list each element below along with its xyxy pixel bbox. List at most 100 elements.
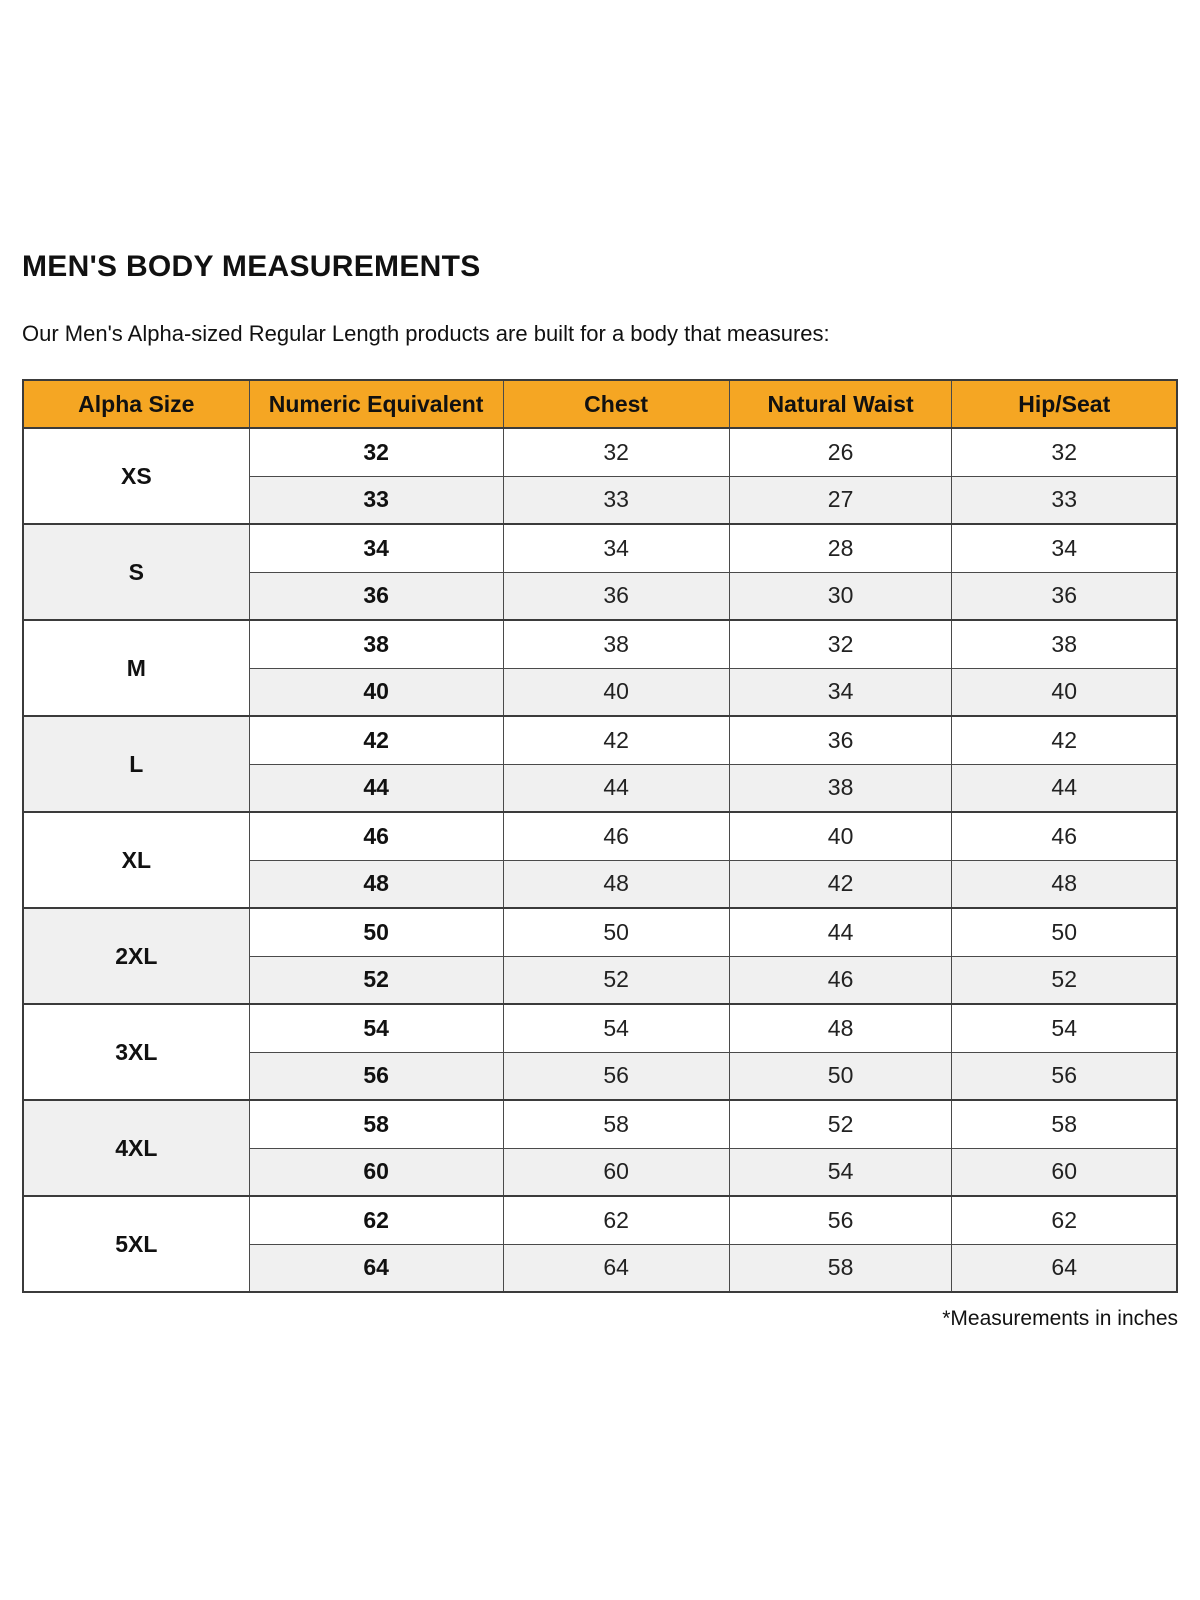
waist-cell: 28 (728, 523, 953, 573)
hip-cell: 44 (951, 763, 1178, 813)
chest-cell: 40 (502, 667, 730, 717)
header-alpha-size: Alpha Size (22, 379, 250, 429)
numeric-cell: 42 (248, 715, 504, 765)
numeric-cell: 50 (248, 907, 504, 957)
numeric-cell: 33 (248, 475, 504, 525)
numeric-cell: 38 (248, 619, 504, 669)
table-row: XS 32 32 26 32 (22, 427, 1178, 525)
table-row: 3XL 54 54 48 54 (22, 1003, 1178, 1101)
chest-cell: 58 (502, 1099, 730, 1149)
measurements-table: Alpha Size Numeric Equivalent Chest Natu… (22, 379, 1178, 1293)
hip-cell: 56 (951, 1051, 1178, 1101)
alpha-size-cell: M (22, 619, 250, 717)
table-row: 40 40 34 40 (23, 667, 1178, 717)
numeric-cell: 64 (248, 1243, 504, 1293)
chest-cell: 32 (502, 427, 730, 477)
table-row: 33 33 27 33 (23, 475, 1178, 525)
table-row: 48 48 42 48 (23, 859, 1178, 909)
waist-cell: 52 (728, 1099, 953, 1149)
table-row: S 34 34 28 34 (22, 523, 1178, 621)
numeric-cell: 62 (248, 1195, 504, 1245)
numeric-cell: 52 (248, 955, 504, 1005)
hip-cell: 50 (951, 907, 1178, 957)
waist-cell: 40 (728, 811, 953, 861)
waist-cell: 58 (728, 1243, 953, 1293)
chest-cell: 60 (502, 1147, 730, 1197)
page-title: MEN'S BODY MEASUREMENTS (22, 250, 481, 283)
content-column: MEN'S BODY MEASUREMENTS Our Men's Alpha-… (22, 0, 1178, 1352)
table-row: 52 52 46 52 (23, 955, 1178, 1005)
table-row: 4XL 58 58 52 58 (22, 1099, 1178, 1197)
hip-cell: 48 (951, 859, 1178, 909)
alpha-size-cell: XS (22, 427, 250, 525)
table-row: XL 46 46 40 46 (22, 811, 1178, 909)
numeric-cell: 56 (248, 1051, 504, 1101)
chest-cell: 44 (502, 763, 730, 813)
table-row: M 38 38 32 38 (22, 619, 1178, 717)
hip-cell: 46 (951, 811, 1178, 861)
hip-cell: 62 (951, 1195, 1178, 1245)
hip-cell: 58 (951, 1099, 1178, 1149)
table-row: 2XL 50 50 44 50 (22, 907, 1178, 1005)
table-row: 56 56 50 56 (23, 1051, 1178, 1101)
waist-cell: 44 (728, 907, 953, 957)
alpha-size-cell: XL (22, 811, 250, 909)
hip-cell: 64 (951, 1243, 1178, 1293)
header-natural-waist: Natural Waist (728, 379, 953, 429)
numeric-cell: 40 (248, 667, 504, 717)
waist-cell: 54 (728, 1147, 953, 1197)
hip-cell: 60 (951, 1147, 1178, 1197)
alpha-size-cell: 4XL (22, 1099, 250, 1197)
numeric-cell: 58 (248, 1099, 504, 1149)
numeric-cell: 36 (248, 571, 504, 621)
hip-cell: 36 (951, 571, 1178, 621)
waist-cell: 46 (728, 955, 953, 1005)
chest-cell: 64 (502, 1243, 730, 1293)
hip-cell: 54 (951, 1003, 1178, 1053)
chest-cell: 33 (502, 475, 730, 525)
header-hip-seat: Hip/Seat (951, 379, 1178, 429)
waist-cell: 34 (728, 667, 953, 717)
numeric-cell: 44 (248, 763, 504, 813)
alpha-size-cell: L (22, 715, 250, 813)
hip-cell: 34 (951, 523, 1178, 573)
table-row: 5XL 62 62 56 62 (22, 1195, 1178, 1293)
table-row: L 42 42 36 42 (22, 715, 1178, 813)
page-subtitle: Our Men's Alpha-sized Regular Length pro… (22, 321, 830, 346)
alpha-size-cell: 5XL (22, 1195, 250, 1293)
alpha-size-cell: 3XL (22, 1003, 250, 1101)
waist-cell: 30 (728, 571, 953, 621)
hip-cell: 40 (951, 667, 1178, 717)
header-chest: Chest (502, 379, 730, 429)
numeric-cell: 34 (248, 523, 504, 573)
numeric-cell: 60 (248, 1147, 504, 1197)
chest-cell: 48 (502, 859, 730, 909)
numeric-cell: 54 (248, 1003, 504, 1053)
alpha-size-cell: S (22, 523, 250, 621)
waist-cell: 36 (728, 715, 953, 765)
numeric-cell: 48 (248, 859, 504, 909)
table-row: 36 36 30 36 (23, 571, 1178, 621)
waist-cell: 42 (728, 859, 953, 909)
chest-cell: 38 (502, 619, 730, 669)
waist-cell: 26 (728, 427, 953, 477)
waist-cell: 32 (728, 619, 953, 669)
waist-cell: 38 (728, 763, 953, 813)
hip-cell: 32 (951, 427, 1178, 477)
hip-cell: 42 (951, 715, 1178, 765)
chest-cell: 52 (502, 955, 730, 1005)
chest-cell: 46 (502, 811, 730, 861)
chest-cell: 42 (502, 715, 730, 765)
alpha-size-cell: 2XL (22, 907, 250, 1005)
numeric-cell: 32 (248, 427, 504, 477)
measurements-footnote: *Measurements in inches (942, 1307, 1178, 1330)
chest-cell: 50 (502, 907, 730, 957)
chest-cell: 34 (502, 523, 730, 573)
numeric-cell: 46 (248, 811, 504, 861)
waist-cell: 50 (728, 1051, 953, 1101)
chest-cell: 62 (502, 1195, 730, 1245)
table-header-row: Alpha Size Numeric Equivalent Chest Natu… (22, 379, 1178, 429)
chest-cell: 36 (502, 571, 730, 621)
waist-cell: 27 (728, 475, 953, 525)
